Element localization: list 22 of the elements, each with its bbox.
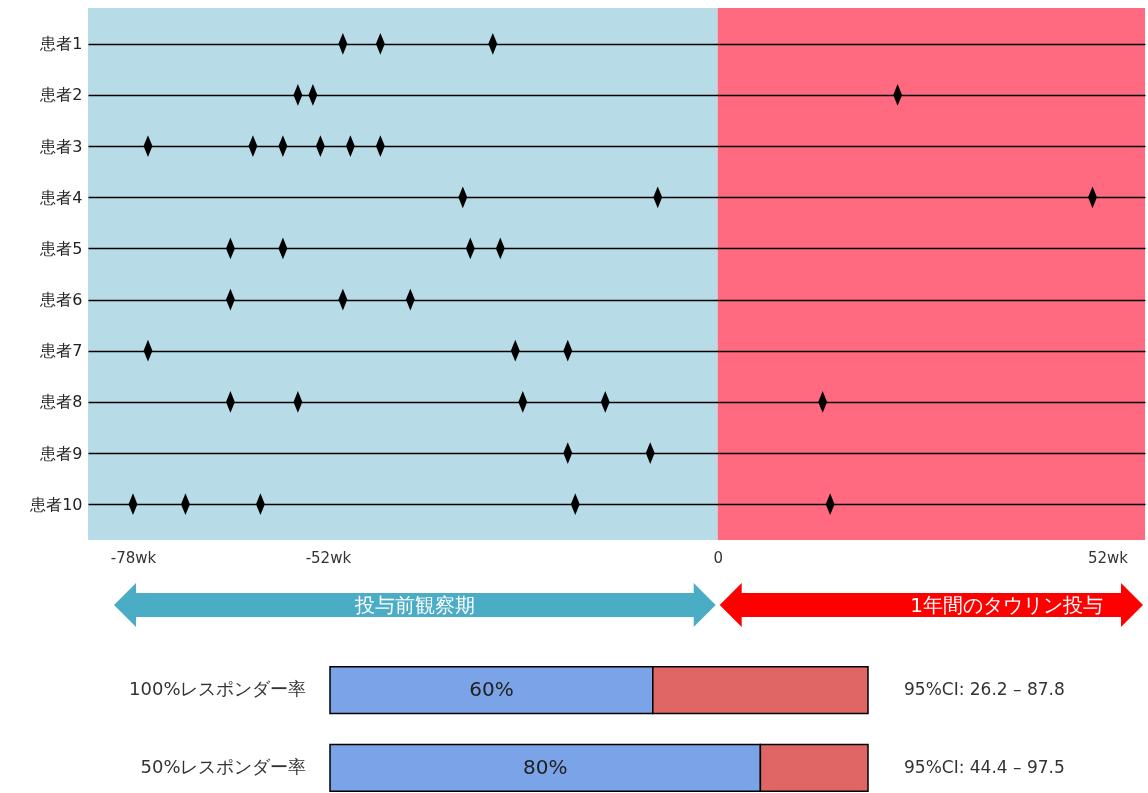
y-tick-label: 患者4 — [39, 187, 83, 207]
x-tick-label: 0 — [713, 548, 723, 567]
x-tick-label: 52wk — [1087, 548, 1129, 567]
x-tick-label: -52wk — [305, 548, 352, 567]
y-tick-label: 患者5 — [39, 238, 83, 258]
band-label: 1年間のタウリン投与 — [910, 593, 1103, 617]
y-tick-label: 患者1 — [39, 34, 83, 54]
text: 95%CI: 26.2 – 87.8 — [904, 679, 1065, 700]
y-tick-label: 100%レスポンダー率 — [129, 678, 307, 700]
y-tick-label: 患者6 — [39, 290, 83, 310]
y-tick-label: 患者10 — [29, 494, 83, 514]
text: 95%CI: 44.4 – 97.5 — [904, 756, 1065, 777]
y-tick-label: 患者2 — [39, 85, 83, 105]
band-label: 投与前観察期 — [353, 593, 475, 617]
y-tick-label: 50%レスポンダー率 — [140, 755, 307, 777]
y-tick-label: 患者3 — [39, 136, 83, 156]
y-tick-label: 患者7 — [39, 341, 83, 361]
x-tick-label: -78wk — [110, 548, 157, 567]
y-tick-label: 患者8 — [39, 392, 83, 412]
y-tick-label: 患者9 — [39, 443, 83, 463]
data-label: 80% — [522, 754, 568, 779]
data-label: 60% — [469, 677, 514, 702]
